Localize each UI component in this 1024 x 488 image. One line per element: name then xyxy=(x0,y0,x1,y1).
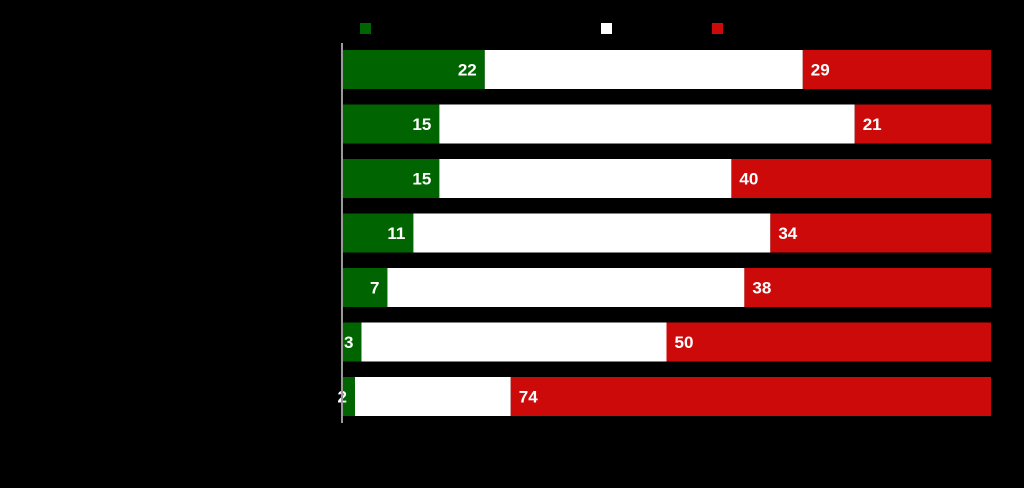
data-label-series-3-row-3: 40 xyxy=(739,170,758,189)
bar-segment-1-row-3 xyxy=(342,159,440,198)
bar-segment-2-row-5 xyxy=(387,268,745,307)
data-label-series-1-row-2: 15 xyxy=(412,115,431,134)
data-label-series-1-row-4: 11 xyxy=(387,224,405,243)
bar-segment-2-row-1 xyxy=(484,50,803,89)
bar-segment-1-row-1 xyxy=(342,50,485,89)
bar-segment-1-row-6 xyxy=(342,322,362,362)
bar-segment-2-row-2 xyxy=(439,104,855,144)
data-label-series-1-row-6: 3 xyxy=(344,333,353,352)
data-label-series-1-row-3: 15 xyxy=(412,170,431,189)
bar-segment-3-row-2 xyxy=(854,104,991,144)
data-label-series-3-row-1: 29 xyxy=(811,61,830,80)
bar-segment-1-row-2 xyxy=(342,104,440,144)
bar-segment-2-row-3 xyxy=(439,159,732,198)
data-label-series-3-row-7: 74 xyxy=(519,388,538,407)
data-label-series-3-row-4: 34 xyxy=(778,224,797,243)
bar-segment-3-row-4 xyxy=(770,213,991,253)
data-label-series-3-row-6: 50 xyxy=(675,333,694,352)
bar-segment-3-row-3 xyxy=(731,159,991,198)
bar-segment-2-row-7 xyxy=(354,377,511,416)
bar-segment-1-row-7 xyxy=(342,377,355,416)
bar-segment-3-row-6 xyxy=(666,322,991,362)
legend-swatch-2 xyxy=(601,23,612,34)
data-label-series-1-row-1: 22 xyxy=(458,61,477,80)
bar-segment-1-row-5 xyxy=(342,268,388,307)
bar-segment-1-row-4 xyxy=(342,213,414,253)
bar-segment-3-row-7 xyxy=(510,377,991,416)
legend-swatch-1 xyxy=(360,23,371,34)
bar-segment-2-row-4 xyxy=(413,213,771,253)
data-label-series-3-row-5: 38 xyxy=(752,279,771,298)
bar-segment-3-row-5 xyxy=(744,268,991,307)
bar-segment-2-row-6 xyxy=(361,322,667,362)
legend-swatch-3 xyxy=(712,23,723,34)
data-label-series-1-row-5: 7 xyxy=(370,279,379,298)
bar-segment-3-row-1 xyxy=(802,50,991,89)
data-label-series-3-row-2: 21 xyxy=(863,115,882,134)
